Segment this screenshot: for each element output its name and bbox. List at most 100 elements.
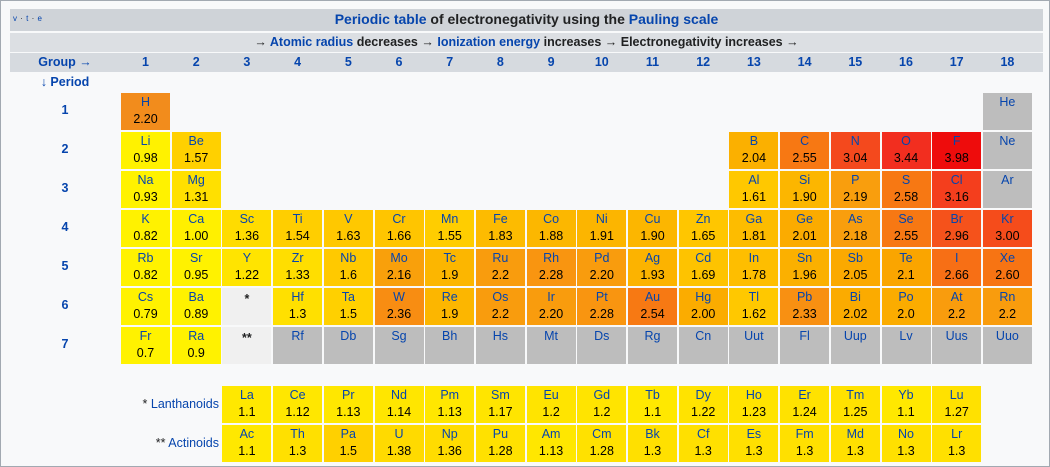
element-ho[interactable]: Ho 1.23 xyxy=(729,386,779,423)
element-symbol[interactable]: Te xyxy=(899,251,913,265)
element-symbol[interactable]: Be xyxy=(188,134,204,148)
edit-link[interactable]: e xyxy=(37,14,43,23)
element-fl[interactable]: Fl xyxy=(780,327,830,364)
element-symbol[interactable]: Th xyxy=(290,427,305,441)
element-symbol[interactable]: Fe xyxy=(493,212,508,226)
element-symbol[interactable]: Tl xyxy=(748,290,760,304)
element-lr[interactable]: Lr 1.3 xyxy=(932,425,982,462)
element-symbol[interactable]: Cl xyxy=(950,173,963,187)
element-symbol[interactable]: Rf xyxy=(291,329,304,343)
element-symbol[interactable]: Fr xyxy=(139,329,152,343)
element-symbol[interactable]: Eu xyxy=(543,388,559,402)
talk-link[interactable]: t xyxy=(26,14,29,23)
element-pm[interactable]: Pm 1.13 xyxy=(425,386,475,423)
element-te[interactable]: Te 2.1 xyxy=(881,249,931,286)
element-tm[interactable]: Tm 1.25 xyxy=(830,386,880,423)
element-symbol[interactable]: Si xyxy=(799,173,811,187)
element-symbol[interactable]: Ds xyxy=(594,329,610,343)
element-c[interactable]: C 2.55 xyxy=(780,132,830,169)
element-symbol[interactable]: Au xyxy=(644,290,661,304)
element-th[interactable]: Th 1.3 xyxy=(273,425,323,462)
element-si[interactable]: Si 1.90 xyxy=(780,171,830,208)
element-be[interactable]: Be 1.57 xyxy=(171,132,221,169)
period-number-6[interactable]: 6 xyxy=(61,298,69,312)
element-p[interactable]: P 2.19 xyxy=(830,171,880,208)
element-ce[interactable]: Ce 1.12 xyxy=(273,386,323,423)
element-cd[interactable]: Cd 1.69 xyxy=(678,249,728,286)
element-co[interactable]: Co 1.88 xyxy=(526,210,576,247)
element-y[interactable]: Y 1.22 xyxy=(222,249,272,286)
element-symbol[interactable]: Na xyxy=(137,173,154,187)
element-cf[interactable]: Cf 1.3 xyxy=(678,425,728,462)
period-number-4[interactable]: 4 xyxy=(61,220,69,234)
group-label[interactable]: Group → xyxy=(38,55,92,69)
element-symbol[interactable]: Mt xyxy=(544,329,559,343)
element-symbol[interactable]: Hg xyxy=(695,290,712,304)
group-header-16[interactable]: 16 xyxy=(899,55,913,69)
element-ag[interactable]: Ag 1.93 xyxy=(628,249,677,286)
element-la[interactable]: La 1.1 xyxy=(222,386,272,423)
element-symbol[interactable]: Ar xyxy=(1001,173,1014,187)
element-symbol[interactable]: Bk xyxy=(645,427,660,441)
element-ru[interactable]: Ru 2.2 xyxy=(475,249,525,286)
element-nb[interactable]: Nb 1.6 xyxy=(323,249,373,286)
element-symbol[interactable]: Fl xyxy=(799,329,810,343)
element-symbol[interactable]: Ru xyxy=(492,251,509,265)
element-symbol[interactable]: Ba xyxy=(188,290,204,304)
element-symbol[interactable]: Uup xyxy=(843,329,867,343)
element-symbol[interactable]: K xyxy=(141,212,150,226)
element-symbol[interactable]: Rh xyxy=(543,251,560,265)
element-symbol[interactable]: Ti xyxy=(292,212,303,226)
element-symbol[interactable]: Md xyxy=(846,427,864,441)
group-header-6[interactable]: 6 xyxy=(395,55,403,69)
element-np[interactable]: Np 1.36 xyxy=(425,425,475,462)
element-mo[interactable]: Mo 2.16 xyxy=(374,249,424,286)
element-symbol[interactable]: Y xyxy=(242,251,252,265)
element-cu[interactable]: Cu 1.90 xyxy=(628,210,677,247)
group-header-5[interactable]: 5 xyxy=(344,55,352,69)
element-ne[interactable]: Ne xyxy=(982,132,1032,169)
element-symbol[interactable]: Se xyxy=(898,212,914,226)
element-ca[interactable]: Ca 1.00 xyxy=(171,210,221,247)
element-b[interactable]: B 2.04 xyxy=(729,132,779,169)
element-symbol[interactable]: Sr xyxy=(189,251,203,265)
element-symbol[interactable]: Cf xyxy=(696,427,710,441)
element-yb[interactable]: Yb 1.1 xyxy=(881,386,931,423)
element-symbol[interactable]: Co xyxy=(543,212,560,226)
pauling-scale-link[interactable]: Pauling scale xyxy=(628,11,719,27)
series-link[interactable]: Actinoids xyxy=(168,436,219,450)
element-db[interactable]: Db xyxy=(323,327,373,364)
element-symbol[interactable]: F xyxy=(952,134,961,148)
element-symbol[interactable]: Xe xyxy=(999,251,1016,265)
element-fe[interactable]: Fe 1.83 xyxy=(475,210,525,247)
element-symbol[interactable]: No xyxy=(898,427,914,441)
element-hs[interactable]: Hs xyxy=(475,327,525,364)
element-as[interactable]: As 2.18 xyxy=(830,210,880,247)
group-header-1[interactable]: 1 xyxy=(142,55,149,69)
atomic-radius-link[interactable]: Atomic radius xyxy=(269,35,354,49)
element-symbol[interactable]: Db xyxy=(340,329,357,343)
element-symbol[interactable]: P xyxy=(851,173,860,187)
element-hg[interactable]: Hg 2.00 xyxy=(678,288,728,325)
element-ge[interactable]: Ge 2.01 xyxy=(780,210,830,247)
group-header-7[interactable]: 7 xyxy=(446,55,454,69)
element-pu[interactable]: Pu 1.28 xyxy=(475,425,525,462)
element-gd[interactable]: Gd 1.2 xyxy=(577,386,627,423)
element-symbol[interactable]: Pb xyxy=(796,290,813,304)
element-cl[interactable]: Cl 3.16 xyxy=(932,171,982,208)
element-sg[interactable]: Sg xyxy=(374,327,424,364)
group-header-3[interactable]: 3 xyxy=(243,55,251,69)
ionization-energy-link[interactable]: Ionization energy xyxy=(437,35,541,49)
element-symbol[interactable]: O xyxy=(901,134,911,148)
element-tc[interactable]: Tc 1.9 xyxy=(425,249,475,286)
element-rh[interactable]: Rh 2.28 xyxy=(526,249,576,286)
group-header-11[interactable]: 11 xyxy=(645,55,660,69)
group-header-18[interactable]: 18 xyxy=(1000,55,1015,69)
element-symbol[interactable]: Gd xyxy=(593,388,611,402)
element-symbol[interactable]: Cr xyxy=(392,212,406,226)
element-symbol[interactable]: Ne xyxy=(999,134,1016,148)
element-symbol[interactable]: Sg xyxy=(391,329,407,343)
element-symbol[interactable]: Ge xyxy=(796,212,813,226)
group-header-8[interactable]: 8 xyxy=(496,55,504,69)
element-mn[interactable]: Mn 1.55 xyxy=(425,210,475,247)
